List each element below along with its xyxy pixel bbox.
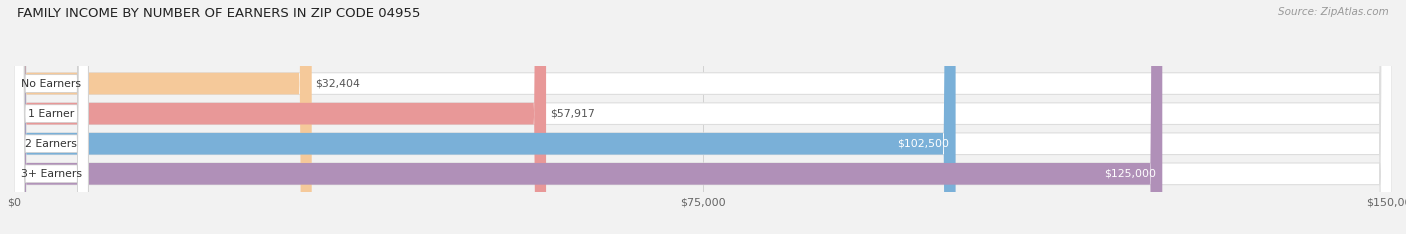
Text: No Earners: No Earners [21,79,82,89]
FancyBboxPatch shape [14,0,956,234]
FancyBboxPatch shape [14,0,1392,234]
FancyBboxPatch shape [14,0,89,234]
Text: $32,404: $32,404 [315,79,360,89]
FancyBboxPatch shape [14,0,312,234]
FancyBboxPatch shape [14,0,546,234]
FancyBboxPatch shape [14,0,1392,234]
FancyBboxPatch shape [14,0,1392,234]
Text: Source: ZipAtlas.com: Source: ZipAtlas.com [1278,7,1389,17]
Text: 1 Earner: 1 Earner [28,109,75,119]
Text: $57,917: $57,917 [550,109,595,119]
FancyBboxPatch shape [14,0,1392,234]
Text: FAMILY INCOME BY NUMBER OF EARNERS IN ZIP CODE 04955: FAMILY INCOME BY NUMBER OF EARNERS IN ZI… [17,7,420,20]
FancyBboxPatch shape [14,0,1163,234]
Text: 2 Earners: 2 Earners [25,139,77,149]
FancyBboxPatch shape [14,0,89,234]
Text: 3+ Earners: 3+ Earners [21,169,82,179]
Text: $102,500: $102,500 [897,139,949,149]
FancyBboxPatch shape [14,0,89,234]
Text: $125,000: $125,000 [1104,169,1156,179]
FancyBboxPatch shape [14,0,89,234]
